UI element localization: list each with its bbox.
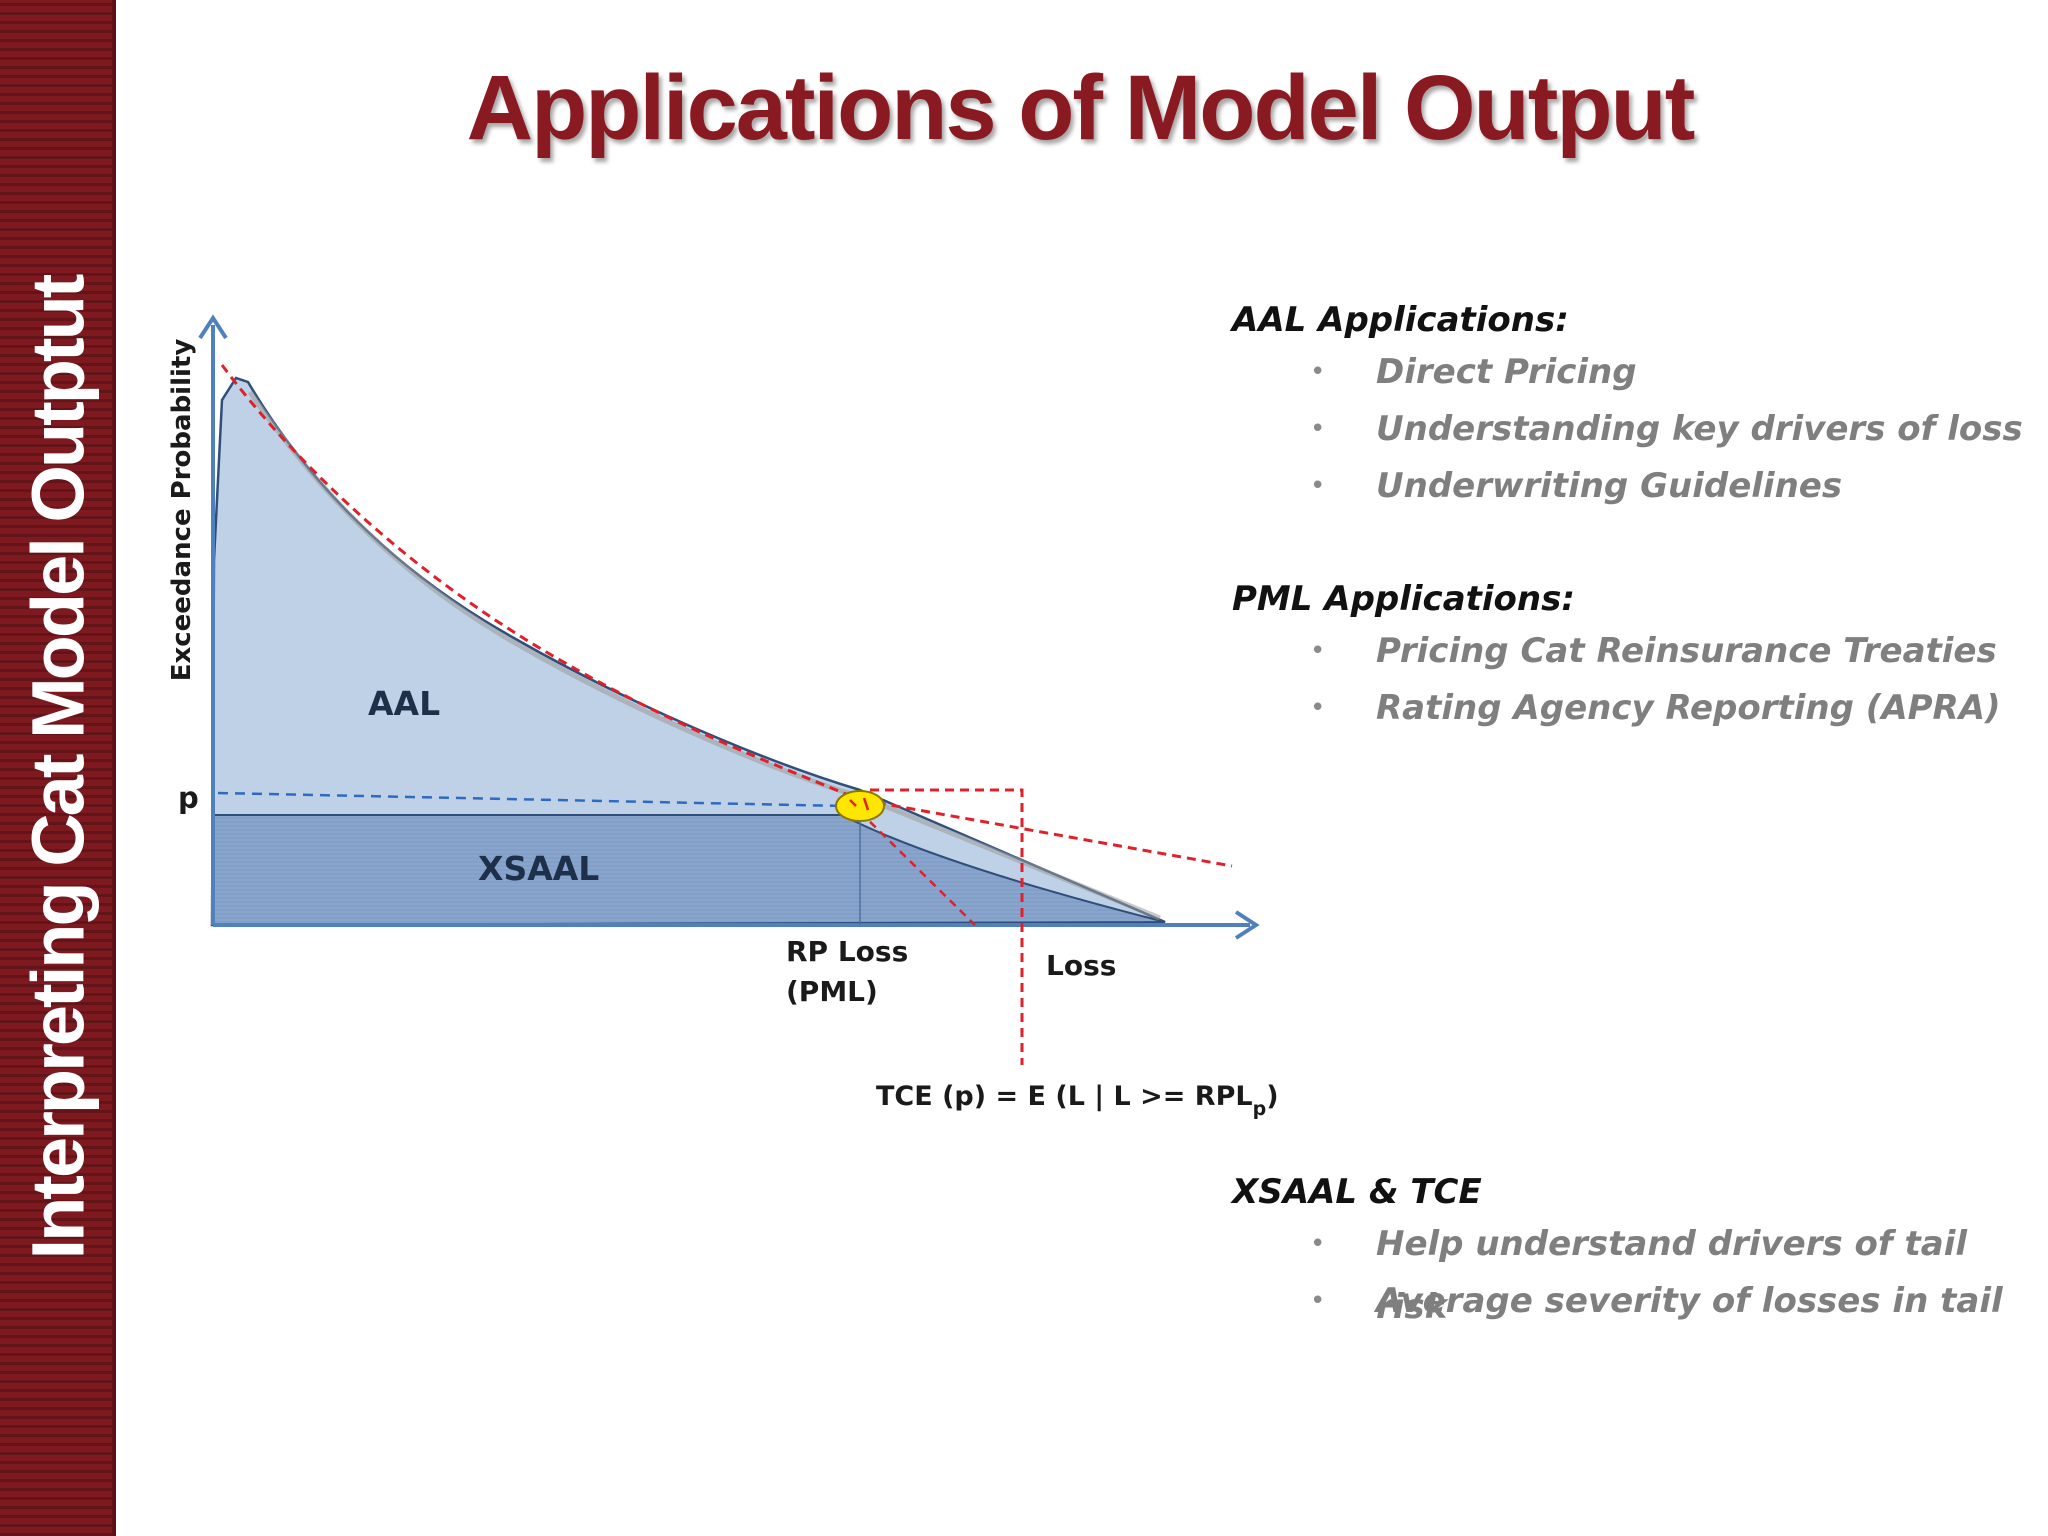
bullet-list: • Pricing Cat Reinsurance Treaties • Ratin…: [1232, 623, 2032, 737]
y-axis-arrow: [198, 314, 228, 340]
xsaal-label: XSAAL: [478, 849, 599, 888]
tce-subscript: p: [1253, 1098, 1267, 1120]
list-item: • Average severity of losses in tail: [1232, 1273, 2032, 1330]
exceedance-curve-diagram: Exceedance Probability p AAL XSAAL RP Lo…: [167, 314, 1279, 1120]
p-label: p: [178, 781, 199, 815]
bullet-icon: •: [1310, 414, 1326, 444]
bullet-list: • Help understand drivers of tail risk • A…: [1232, 1216, 2032, 1330]
list-item: • Help understand drivers of tail risk: [1232, 1216, 2032, 1327]
p-dashed-line: [217, 791, 846, 808]
sidebar-band: Interpreting Cat Model Outptut: [0, 0, 116, 1536]
list-item-text: Underwriting Guidelines: [1376, 466, 1843, 506]
bullet-icon: •: [1310, 471, 1326, 501]
list-item-text: Pricing Cat Reinsurance Treaties: [1376, 631, 1997, 671]
aal-label: AAL: [368, 684, 440, 723]
bullet-list: • Direct Pricing • Understanding key drive…: [1232, 344, 2032, 515]
list-item: • Direct Pricing: [1232, 344, 2032, 401]
xsaal-region: [212, 814, 1166, 927]
list-item: • Rating Agency Reporting (APRA): [1232, 680, 2032, 737]
page-title: Applications of Model Output: [466, 57, 1696, 159]
tce-box-dashed: [870, 788, 1024, 1065]
tangent-dashed-line: [220, 364, 861, 802]
x-axis-arrow: [1234, 910, 1260, 940]
list-item: • Underwriting Guidelines: [1232, 458, 2032, 515]
tce-formula: TCE (p) = E (L | L >= RPLp): [876, 1081, 1279, 1120]
bullet-icon: •: [1310, 1286, 1326, 1316]
list-item-text: Help understand drivers of tail risk: [1376, 1224, 1968, 1327]
list-item-text: Rating Agency Reporting (APRA): [1376, 688, 2001, 728]
xsaal-tce-section: XSAAL & TCE • Help understand drivers of …: [1232, 1168, 2032, 1330]
rp-point-marks: [849, 797, 870, 811]
section-title: XSAAL & TCE: [1232, 1172, 1482, 1212]
bullet-icon: •: [1310, 1229, 1326, 1259]
section-title: AAL Applications:: [1232, 300, 1569, 340]
rp-point-highlight: [835, 790, 885, 822]
list-item-text: Average severity of losses in tail: [1376, 1281, 2003, 1321]
list-item: • Understanding key drivers of loss: [1232, 401, 2032, 458]
tail-dashed-line: [861, 798, 1233, 868]
y-axis-label: Exceedance Probability: [167, 339, 197, 682]
loss-axis-label: Loss: [1046, 949, 1116, 982]
list-item-text: Understanding key drivers of loss: [1376, 409, 2023, 449]
pml-label: (PML): [786, 975, 878, 1008]
section-title: PML Applications:: [1232, 579, 1575, 619]
aal-applications-section: AAL Applications: • Direct Pricing • Under…: [1232, 296, 2032, 515]
list-item: • Pricing Cat Reinsurance Treaties: [1232, 623, 2032, 680]
pml-applications-section: PML Applications: • Pricing Cat Reinsuran…: [1232, 575, 2032, 737]
curve-shadow: [247, 390, 1161, 921]
bullet-icon: •: [1310, 357, 1326, 387]
bullet-icon: •: [1310, 693, 1326, 723]
list-item-text: Direct Pricing: [1376, 352, 1637, 392]
rp-loss-label: RP Loss: [786, 935, 908, 968]
bullet-icon: •: [1310, 636, 1326, 666]
